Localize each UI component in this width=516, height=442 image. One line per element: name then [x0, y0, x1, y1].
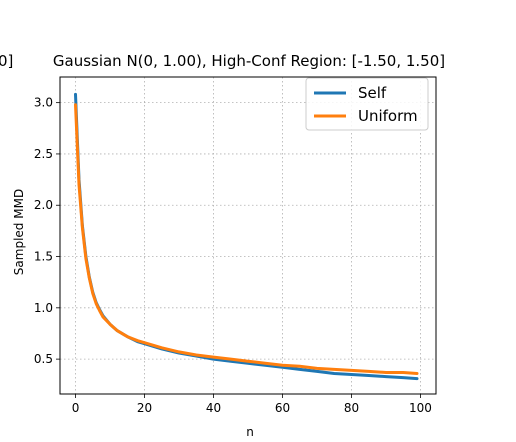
x-tick-label: 80	[344, 401, 359, 415]
y-tick-label: 2.5	[34, 147, 53, 161]
legend: Self Uniform	[305, 77, 429, 131]
x-tick-label: 40	[206, 401, 221, 415]
chart-title: Gaussian N(0, 1.00), High-Conf Region: […	[53, 52, 445, 70]
x-tick-label: 60	[275, 401, 290, 415]
y-tick-label: 1.0	[34, 301, 53, 315]
x-tick-label: 100	[409, 401, 432, 415]
legend-label-self: Self	[358, 84, 387, 102]
title-fragment-left: 0]	[0, 52, 13, 70]
plot-frame	[59, 76, 437, 395]
x-axis-label: n	[246, 425, 254, 439]
series-lines	[74, 92, 419, 381]
y-tick-label: 1.5	[34, 250, 53, 264]
legend-label-uniform: Uniform	[358, 107, 418, 125]
x-tick-label: 0	[72, 401, 80, 415]
ticks: 0 20 40 60 80 100 0.5 1.0 1.5 2.0 2.5 3.0	[34, 96, 432, 415]
x-tick-label: 20	[137, 401, 152, 415]
y-tick-label: 3.0	[34, 96, 53, 110]
series-line-uniform	[74, 103, 419, 375]
y-tick-label: 2.0	[34, 198, 53, 212]
y-axis-label: Sampled MMD	[12, 189, 26, 275]
y-tick-label: 0.5	[34, 352, 53, 366]
